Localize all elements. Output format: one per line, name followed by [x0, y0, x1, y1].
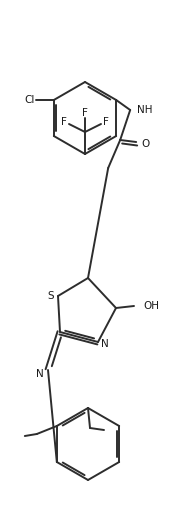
Text: N: N: [101, 339, 109, 349]
Text: F: F: [61, 117, 67, 127]
Text: F: F: [82, 108, 88, 118]
Text: OH: OH: [143, 301, 159, 311]
Text: N: N: [36, 369, 44, 379]
Text: NH: NH: [137, 105, 153, 115]
Text: O: O: [141, 139, 149, 149]
Text: F: F: [103, 117, 109, 127]
Text: S: S: [48, 291, 54, 301]
Text: Cl: Cl: [25, 95, 35, 105]
